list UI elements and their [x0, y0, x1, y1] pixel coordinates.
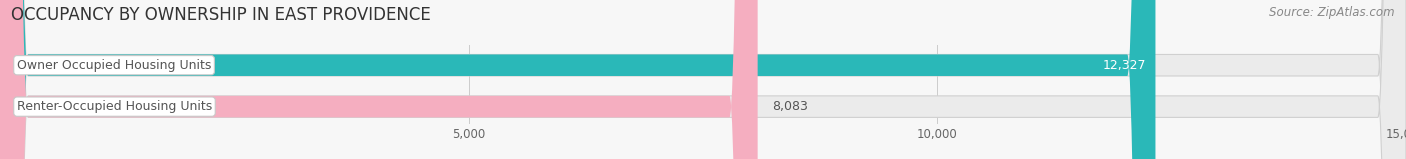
Text: 12,327: 12,327	[1102, 59, 1146, 72]
Text: Source: ZipAtlas.com: Source: ZipAtlas.com	[1270, 6, 1395, 19]
FancyBboxPatch shape	[0, 0, 1156, 159]
Text: Owner Occupied Housing Units: Owner Occupied Housing Units	[17, 59, 211, 72]
Text: OCCUPANCY BY OWNERSHIP IN EAST PROVIDENCE: OCCUPANCY BY OWNERSHIP IN EAST PROVIDENC…	[11, 6, 432, 24]
FancyBboxPatch shape	[0, 0, 758, 159]
Text: 8,083: 8,083	[772, 100, 807, 113]
Text: Renter-Occupied Housing Units: Renter-Occupied Housing Units	[17, 100, 212, 113]
